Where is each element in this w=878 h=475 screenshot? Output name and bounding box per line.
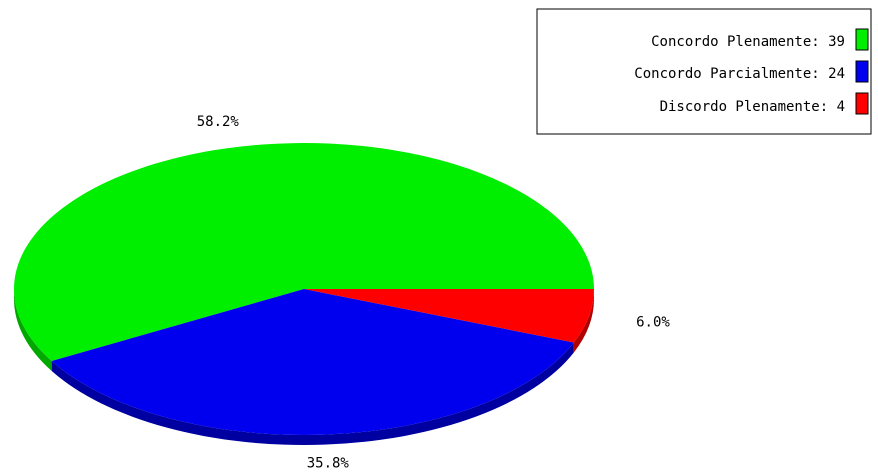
legend-box (536, 8, 872, 135)
pie-depth-layer (13, 289, 594, 446)
pie-label-concordo-plenamente: 58.2% (197, 114, 240, 130)
legend-swatch-discordo-plenamente (855, 92, 869, 115)
legend: Concordo Plenamente: 39 Concordo Parcial… (536, 8, 872, 135)
pie-side-concordo-parcialmente (51, 342, 574, 446)
pie-slice-concordo-parcialmente (51, 289, 574, 435)
legend-swatch-concordo-plenamente (855, 28, 869, 51)
pie-percent-labels: 58.2% 35.8% 6.0% (197, 114, 671, 472)
legend-entry-concordo-plenamente: Concordo Plenamente: 39 (651, 34, 845, 50)
pie-label-discordo-plenamente: 6.0% (636, 314, 670, 330)
legend-entry-discordo-plenamente: Discordo Plenamente: 4 (660, 99, 845, 115)
pie-label-concordo-parcialmente: 35.8% (307, 456, 350, 472)
pie-slices (13, 142, 594, 435)
pie-slice-discordo-plenamente (304, 289, 594, 343)
pie-side-concordo-plenamente (13, 289, 52, 372)
pie-slice-concordo-plenamente (13, 142, 594, 362)
legend-swatch-concordo-parcialmente (855, 60, 869, 83)
legend-entry-concordo-parcialmente: Concordo Parcialmente: 24 (634, 66, 845, 82)
pie-side-discordo-plenamente (573, 289, 594, 353)
